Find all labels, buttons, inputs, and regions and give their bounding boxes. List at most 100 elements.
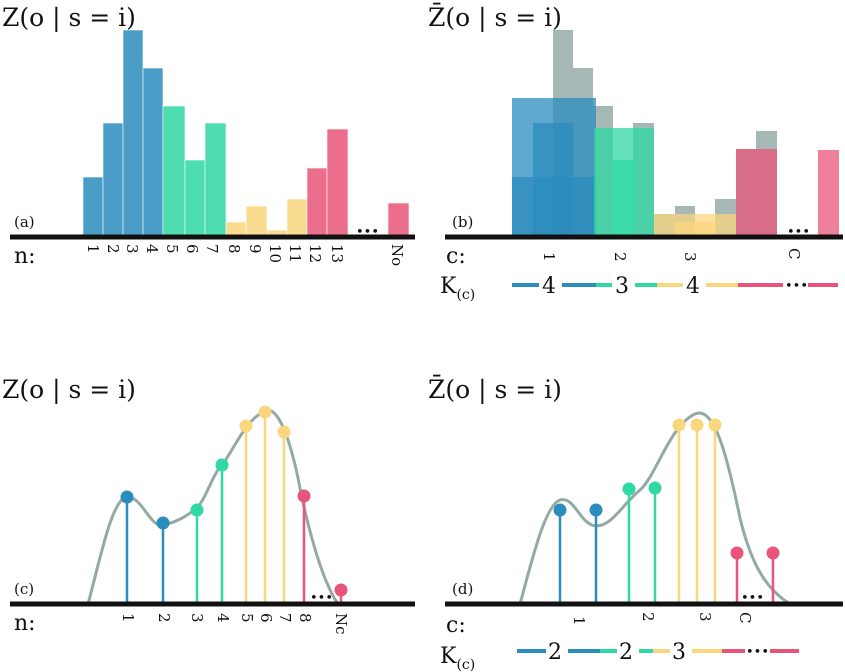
panel-a-bar-14 [387,202,410,236]
panel-a-tick-7: 7 [203,244,221,254]
panel-d-tick-c: C [736,612,754,623]
panel-a-bars [82,29,410,236]
panel-b-group-bar-8 [736,149,777,235]
panel-a-tick-12: 12 [306,244,324,263]
panel-a-tick-6: 6 [183,244,201,254]
panel-d-tick-1: 1 [570,616,588,626]
panel-b-k-value-2: 3 [615,274,629,299]
panel-a: Z(o | s = i) (a) n: ••• 1 2 3 4 5 6 7 8 … [2,3,415,269]
panel-a-tick-1: 1 [84,244,102,254]
panel-c-tick-3: 3 [188,613,206,623]
panel-d-axis-label: c: [446,613,466,638]
panel-c-tick-7: 7 [276,613,294,623]
panel-a-bar-10 [266,229,288,236]
panel-a-tick-3: 3 [123,244,141,254]
panel-c-tick-4: 4 [214,613,232,623]
panel-a-bar-6 [184,159,206,236]
panel-b-k-value-1: 4 [542,274,556,299]
panel-c-stem-head-1 [120,490,134,504]
panel-c-title: Z(o | s = i) [2,375,136,405]
panel-a-tick-5: 5 [163,244,181,254]
panel-c-tick-8: 8 [296,613,314,623]
panel-b-k-legend: 4 3 4 ••• [512,274,838,299]
panel-a-bar-7 [204,122,227,236]
panel-a-bar-2 [102,122,124,236]
panel-a-bar-1 [82,176,104,236]
panel-a-tick-13: 13 [328,244,346,263]
panel-c-stem-head-5 [239,419,253,433]
panel-c-stem-head-7 [277,425,291,439]
panel-b-label: (b) [452,213,473,231]
panel-c-stem-head-4 [215,458,229,472]
panel-d-k-legend: 2 2 3 ••• [517,640,799,665]
panel-b-axis-label: c: [446,244,466,269]
panel-d-stem-head-2 [589,503,603,517]
panel-d-label: (d) [452,580,473,598]
panel-d-stem-head-4 [648,481,662,495]
panel-a-bar-9 [245,205,268,236]
panel-a-bar-12 [306,167,328,236]
panel-a-tick-8: 8 [225,244,243,254]
panel-d-k-ellipsis: ••• [746,645,769,660]
panel-a-bar-4 [142,67,164,236]
panel-d-ellipsis: ••• [741,591,764,606]
panel-c-density-curve [86,408,340,605]
panel-c-stem-head-8 [297,489,311,503]
panel-d-stem-head-1 [553,503,567,517]
panel-c-stem-head-3 [190,503,204,517]
panel-c-stem-head-6 [258,405,272,419]
panel-d-k-label: K(c) [440,644,475,672]
panel-b: Z̄(o | s = i) (b) c: ••• 1 2 3 C K(c) 4 … [428,3,843,303]
panel-a-bar-8 [225,221,247,236]
panel-a-title: Z(o | s = i) [2,3,136,33]
panel-a-bar-3 [122,29,144,236]
panel-a-axis-label: n: [14,244,36,269]
panel-b-group-bar-3 [533,123,573,235]
panel-c-tick-1: 1 [119,613,137,623]
panel-d-k-value-3: 3 [672,640,686,665]
panel-a-bar-11 [286,198,308,236]
panel-d-stem-head-3 [622,482,636,496]
panel-b-tick-1: 1 [540,252,558,262]
panel-c-tick-2: 2 [155,613,173,623]
panel-c-tick-5: 5 [238,613,256,623]
panel-b-group-bar-5 [613,160,634,235]
panel-c-ellipsis: ••• [310,591,333,606]
panel-b-tick-3: 3 [681,252,699,262]
panel-d-stem-head-7 [708,418,722,432]
panel-a-bar-13 [326,128,349,236]
panel-a-tick-4: 4 [143,244,161,254]
panel-b-group-bar-9 [818,150,839,235]
panel-a-label: (a) [14,213,35,231]
panel-b-group-bar-7 [675,222,716,235]
panel-c-axis-label: n: [14,611,36,636]
panel-c-tick-6: 6 [257,613,275,623]
panel-a-bar-5 [162,105,186,236]
panel-d-stem-head-6 [690,418,704,432]
panel-a-tick-2: 2 [104,244,122,254]
panel-b-ellipsis: ••• [787,225,810,240]
panel-d-tick-2: 2 [639,612,657,622]
panel-d-title: Z̄(o | s = i) [428,375,562,405]
panel-b-tick-c: C [785,248,803,259]
panel-d-stem-head-8 [730,546,744,560]
panel-a-tick-last: No [388,244,406,266]
panel-c-stem-head-9 [334,583,348,597]
panel-d-k-value-2: 2 [619,640,633,665]
panel-b-k-label: K(c) [440,274,475,303]
panel-c-tick-last: Nc [332,613,350,635]
panel-d-k-value-1: 2 [548,640,562,665]
panel-b-title: Z̄(o | s = i) [428,3,562,33]
panel-d-tick-3: 3 [696,612,714,622]
panel-d: Z̄(o | s = i) (d) c: ••• 1 2 3 C K(c) 2 … [428,375,843,672]
panel-d-density-curve [518,411,791,606]
panel-d-stem-head-5 [672,418,686,432]
panel-a-tick-11: 11 [286,244,304,263]
panel-c-stem-head-2 [156,516,170,530]
panel-c-label: (c) [14,580,34,598]
panel-b-bars [512,30,839,235]
panel-a-ticks: 1 2 3 4 5 6 7 8 9 10 11 12 13 No [84,244,406,266]
panel-d-stem-head-9 [766,546,780,560]
panel-c: Z(o | s = i) (c) n: ••• 1 2 3 4 5 6 7 8 … [2,375,415,636]
